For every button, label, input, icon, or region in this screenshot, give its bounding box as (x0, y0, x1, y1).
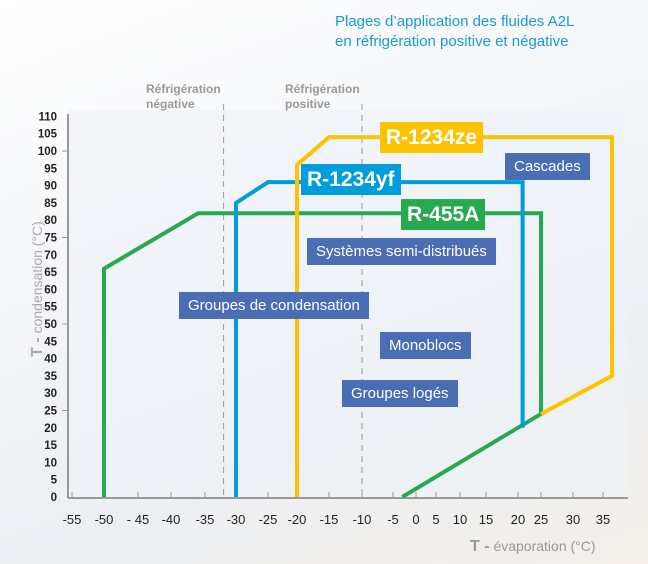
x-tick-label: -55 (63, 512, 82, 527)
y-tick-label: 40 (44, 354, 57, 366)
x-tick-label: -40 (162, 512, 181, 527)
legend-r1234ze: R-1234ze (380, 122, 484, 153)
application-cascades: Cascades (505, 153, 590, 180)
y-tick-label: 0 (51, 492, 57, 504)
x-tick-label: -15 (320, 512, 339, 527)
zone-label-negative: Réfrigération négative (146, 82, 221, 111)
zone-label-positive: Réfrigération positive (285, 82, 360, 111)
y-tick-label: 85 (44, 198, 57, 210)
x-tick-label: 20 (511, 512, 525, 527)
y-tick-label: 80 (44, 215, 57, 227)
x-tick-label: 15 (479, 512, 493, 527)
y-tick-label: 70 (44, 250, 57, 262)
x-axis-label: T - évaporation (°C) (470, 538, 596, 555)
application-groupes-condensation: Groupes de condensation (179, 292, 369, 319)
y-tick-label: 45 (44, 336, 57, 348)
x-tick-label: 10 (453, 512, 467, 527)
y-tick-label: 5 (51, 475, 58, 487)
x-tick-label: -30 (227, 512, 246, 527)
y-tick-label: 65 (44, 267, 57, 279)
y-tick-label: 95 (44, 163, 57, 175)
x-tick-label: - 45 (127, 512, 149, 527)
x-tick-label: -35 (196, 512, 215, 527)
y-tick-label: 30 (44, 388, 57, 400)
legend-r455a: R-455A (401, 199, 486, 230)
y-tick-label: 25 (44, 406, 57, 418)
series-r-455a-line (102, 211, 543, 499)
x-tick-label: 25 (534, 512, 548, 527)
x-tick-label: 30 (566, 512, 580, 527)
y-tick-label: 100 (38, 146, 57, 158)
y-tick-label: 10 (44, 457, 57, 469)
y-tick-label: 75 (44, 233, 57, 245)
application-groupes-loges: Groupes logés (342, 380, 458, 407)
y-axis-label: T - condensation (°C) (29, 221, 46, 357)
x-tick-label: -25 (259, 512, 278, 527)
application-monoblocs: Monoblocs (380, 332, 471, 359)
y-tick-label: 20 (44, 423, 57, 435)
x-tick-label: -5 (387, 512, 399, 527)
y-tick-label: 60 (44, 284, 57, 296)
y-tick-label: 55 (44, 302, 57, 314)
y-tick-label: 110 (38, 111, 57, 123)
x-tick-label: -50 (95, 512, 114, 527)
application-semi-distribues: Systèmes semi-distribués (307, 238, 496, 265)
chart-title: Plages d’application des fluides A2L en r… (335, 13, 575, 50)
x-tick-label: 35 (596, 512, 610, 527)
x-tick-label: 5 (432, 512, 439, 527)
y-tick-label: 50 (44, 319, 57, 331)
y-tick-label: 90 (44, 181, 57, 193)
x-tick-label: -10 (353, 512, 372, 527)
y-tick-label: 105 (38, 129, 58, 141)
legend-r1234yf: R-1234yf (301, 164, 401, 195)
y-tick-label: 15 (44, 440, 57, 452)
x-tick-label: 0 (412, 512, 419, 527)
x-tick-label: -20 (288, 512, 307, 527)
y-tick-label: 35 (44, 371, 57, 383)
